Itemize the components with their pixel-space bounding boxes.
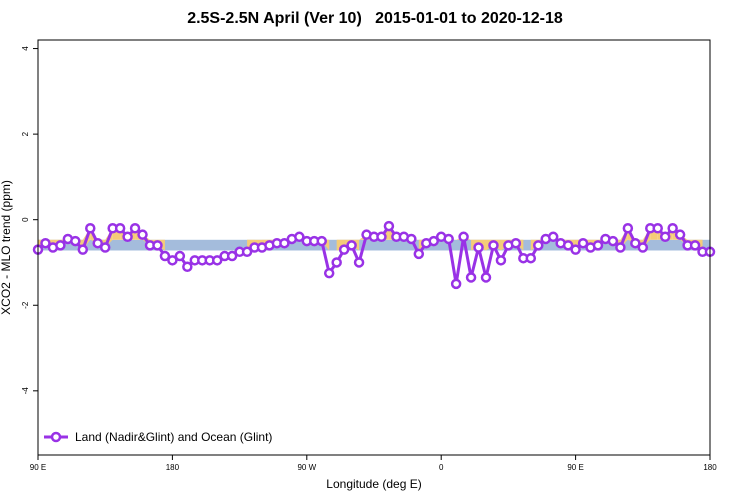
- legend-marker-swatch: [50, 431, 62, 443]
- data-point: [55, 240, 66, 251]
- data-point: [592, 240, 604, 251]
- data-point: [77, 244, 89, 255]
- data-point: [85, 222, 96, 234]
- series-point-layer: [32, 220, 716, 290]
- data-point: [122, 231, 133, 243]
- y-axis-ticks: -4 -2 0 2 4: [21, 46, 38, 395]
- data-point: [428, 235, 439, 247]
- data-point: [241, 246, 253, 258]
- data-point: [465, 272, 477, 283]
- data-point: [338, 244, 350, 255]
- data-point: [174, 250, 186, 262]
- x-tick-label: 180: [703, 463, 717, 472]
- data-point: [570, 244, 581, 255]
- data-point: [294, 231, 305, 243]
- data-point: [316, 235, 327, 247]
- data-point: [458, 231, 469, 243]
- data-point: [533, 240, 544, 251]
- data-point: [674, 229, 686, 240]
- data-point: [323, 267, 335, 279]
- data-point: [211, 255, 223, 266]
- plot-frame: [37, 39, 711, 456]
- y-tick-label: 4: [21, 46, 30, 51]
- data-point: [114, 222, 126, 234]
- data-point: [226, 250, 238, 262]
- data-point: [383, 220, 395, 232]
- data-point: [637, 242, 649, 253]
- data-point: [480, 272, 492, 283]
- data-point: [99, 242, 111, 253]
- data-point: [495, 255, 507, 266]
- data-point: [510, 237, 522, 249]
- y-tick-label: -4: [21, 387, 30, 395]
- data-point: [92, 237, 103, 249]
- data-point: [615, 242, 626, 253]
- legend: Land (Nadir&Glint) and Ocean (Glint): [44, 430, 272, 444]
- y-tick-label: 0: [21, 217, 30, 222]
- data-point: [577, 237, 589, 249]
- x-axis-ticks: 90 E 180 90 W 0 90 E 180: [30, 455, 717, 472]
- data-point: [129, 222, 141, 234]
- data-point: [406, 233, 417, 245]
- data-point: [473, 242, 484, 253]
- data-point: [331, 257, 342, 268]
- data-point: [488, 240, 499, 251]
- x-tick-label: 90 E: [567, 463, 583, 472]
- data-point: [659, 231, 671, 243]
- data-point: [353, 257, 365, 268]
- data-point: [450, 278, 462, 290]
- y-tick-label: 2: [21, 131, 30, 136]
- data-point: [376, 231, 387, 243]
- y-tick-label: -2: [21, 301, 30, 309]
- x-tick-label: 0: [439, 463, 444, 472]
- data-point: [547, 231, 559, 243]
- data-point: [525, 252, 537, 264]
- legend-entry-label: Land (Nadir&Glint) and Ocean (Glint): [75, 430, 272, 444]
- reference-band-rect: [38, 239, 710, 251]
- x-tick-label: 90 E: [30, 463, 46, 472]
- data-point: [413, 248, 425, 260]
- data-point: [562, 240, 574, 251]
- data-point: [607, 235, 619, 247]
- data-point: [622, 222, 634, 234]
- data-point: [137, 229, 148, 240]
- y-axis-label: XCO2 - MLO trend (ppm): [0, 180, 13, 315]
- x-tick-label: 90 W: [297, 463, 316, 472]
- data-point: [630, 237, 641, 249]
- data-point: [689, 240, 701, 251]
- data-point: [443, 233, 454, 245]
- data-point: [40, 237, 51, 249]
- data-point: [167, 255, 178, 266]
- data-point: [279, 237, 290, 249]
- data-point: [652, 222, 663, 234]
- x-tick-label: 180: [166, 463, 180, 472]
- data-point: [159, 250, 171, 262]
- data-point: [346, 240, 357, 251]
- x-axis-label: Longitude (deg E): [326, 477, 421, 491]
- data-point: [152, 240, 163, 251]
- chart-title: 2.5S-2.5N April (Ver 10) 2015-01-01 to 2…: [187, 10, 563, 27]
- data-point: [70, 235, 81, 247]
- data-point: [667, 222, 678, 234]
- data-point: [182, 261, 193, 273]
